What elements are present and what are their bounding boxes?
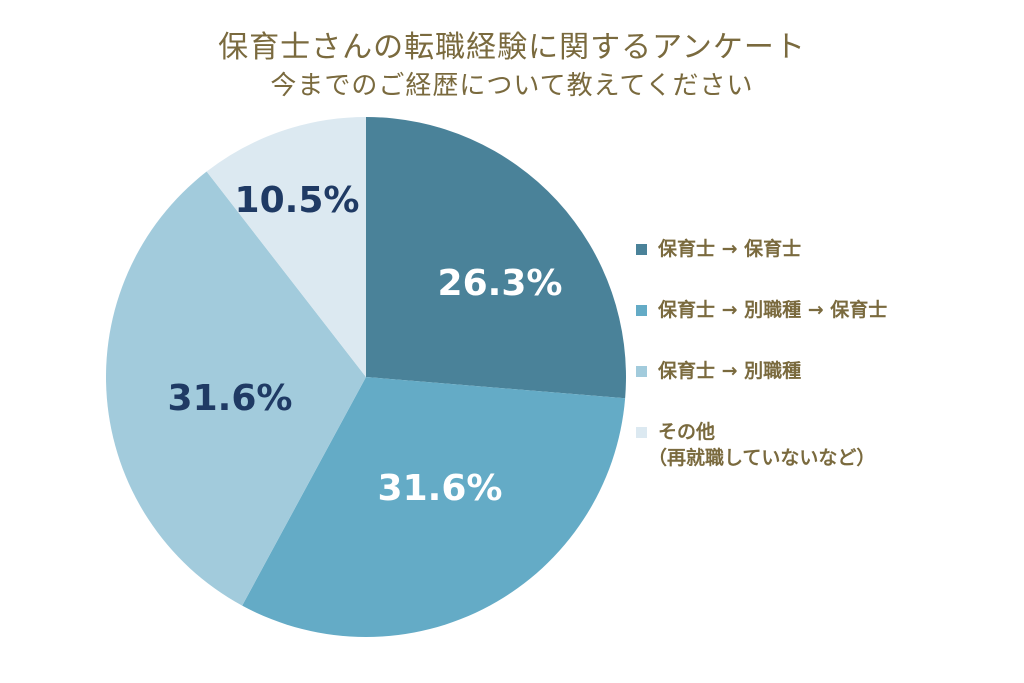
legend-sublabel-3: （再就職していないなど） xyxy=(648,447,876,469)
legend-item-3: その他 （再就職していないなど） xyxy=(636,419,1006,471)
pie-slices xyxy=(106,117,626,637)
pie-slice-label-1: 31.6% xyxy=(378,468,503,509)
legend-swatch-0 xyxy=(636,244,647,255)
pie-slice-label-3: 10.5% xyxy=(235,180,360,221)
legend-item-2: 保育士 → 別職種 xyxy=(636,358,1006,384)
pie-slice-1 xyxy=(242,377,626,637)
chart-title-block: 保育士さんの転職経験に関するアンケート 今までのご経歴について教えてください xyxy=(0,30,1024,102)
pie-slice-label-0: 26.3% xyxy=(438,263,563,304)
legend-item-0: 保育士 → 保育士 xyxy=(636,236,1006,262)
pie-slice-3 xyxy=(206,117,366,377)
chart-subtitle: 今までのご経歴について教えてください xyxy=(270,71,754,101)
legend-label-2: 保育士 → 別職種 xyxy=(658,360,802,382)
pie-slice-labels: 26.3% 31.6% 31.6% 10.5% xyxy=(168,180,563,509)
pie-slice-0 xyxy=(366,117,626,399)
pie-slice-2 xyxy=(106,171,366,606)
legend-label-1: 保育士 → 別職種 → 保育士 xyxy=(658,299,888,321)
legend-swatch-2 xyxy=(636,366,647,377)
legend-item-1: 保育士 → 別職種 → 保育士 xyxy=(636,297,1006,323)
legend-label-3: その他 xyxy=(658,421,716,443)
chart-title: 保育士さんの転職経験に関するアンケート xyxy=(218,30,806,65)
legend-swatch-1 xyxy=(636,305,647,316)
legend-swatch-3 xyxy=(636,427,647,438)
pie-slice-label-2: 31.6% xyxy=(168,378,293,419)
legend-label-0: 保育士 → 保育士 xyxy=(658,238,802,260)
chart-legend: 保育士 → 保育士 保育士 → 別職種 → 保育士 保育士 → 別職種 その他 … xyxy=(636,236,1006,506)
